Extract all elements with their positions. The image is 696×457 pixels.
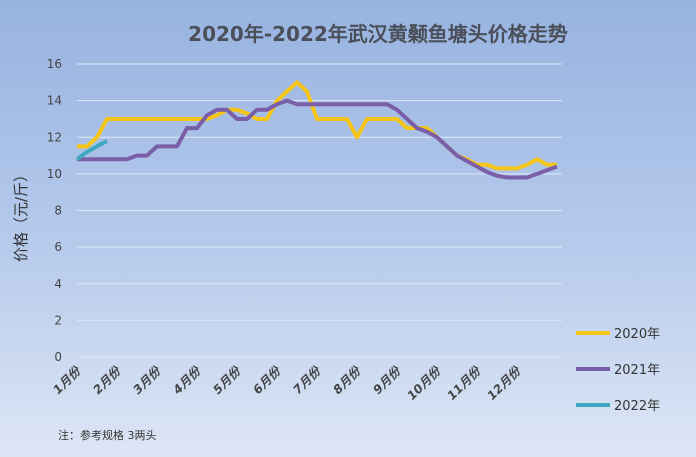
x-tick-label: 8月份 <box>330 363 364 397</box>
x-tick-label: 1月份 <box>50 363 84 397</box>
x-tick-label: 4月份 <box>170 363 205 398</box>
x-tick-label: 2月份 <box>90 363 124 397</box>
x-tick-label: 12月份 <box>484 363 524 403</box>
series-line-2022年 <box>75 139 108 161</box>
x-tick-label: 5月份 <box>210 363 244 397</box>
x-tick-label: 3月份 <box>130 363 164 397</box>
x-tick-label: 9月份 <box>370 363 404 397</box>
y-tick-label: 12 <box>47 130 62 144</box>
y-tick-label: 10 <box>47 167 62 181</box>
y-tick-label: 2 <box>54 313 62 327</box>
y-tick-label: 6 <box>54 240 62 254</box>
legend-label: 2020年 <box>614 327 660 342</box>
chart-title: 2020年-2022年武汉黄颡鱼塘头价格走势 <box>188 22 568 46</box>
legend-label: 2022年 <box>614 399 660 414</box>
x-tick-label: 7月份 <box>290 363 324 397</box>
y-tick-label: 14 <box>47 94 62 108</box>
y-tick-label: 16 <box>47 57 62 71</box>
y-tick-label: 8 <box>54 204 62 218</box>
x-tick-label: 6月份 <box>250 363 284 397</box>
series-line-2021年 <box>77 98 558 180</box>
legend-label: 2021年 <box>614 363 660 378</box>
x-tick-label: 10月份 <box>404 363 444 403</box>
chart-note: 注：参考规格 3两头 <box>58 429 157 442</box>
y-tick-label: 0 <box>54 350 62 364</box>
x-tick-label: 11月份 <box>444 363 484 403</box>
y-tick-label: 4 <box>54 277 62 291</box>
